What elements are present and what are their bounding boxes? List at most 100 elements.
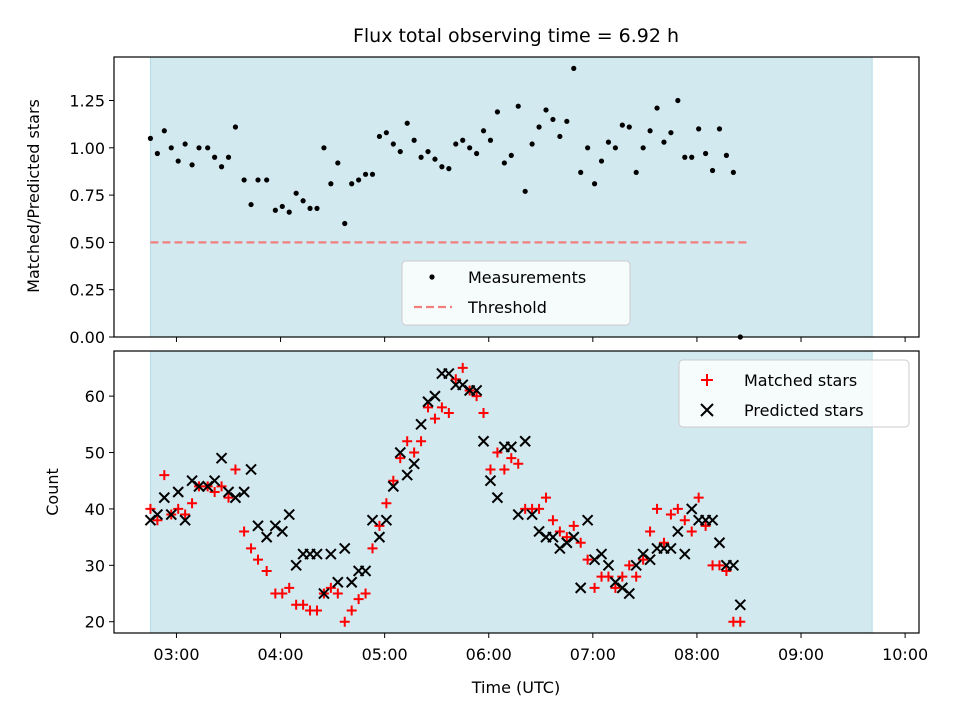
measurement-point (668, 130, 674, 136)
measurement-point (654, 105, 660, 111)
top-plot-area: 0.00 0.25 0.50 0.75 1.00 1.25 (69, 56, 920, 347)
measurement-point (383, 130, 389, 136)
measurement-point (432, 156, 438, 162)
top-y-tick-label: 1.00 (69, 139, 105, 158)
matched-star-point (311, 605, 322, 616)
matched-star-point (665, 509, 676, 520)
matched-star-point (261, 565, 272, 576)
matched-star-point (277, 588, 288, 599)
matched-star-point (252, 554, 263, 565)
measurement-point (418, 154, 424, 160)
x-tick-label: 03:00 (153, 645, 199, 664)
measurement-point (314, 205, 320, 211)
matched-star-point (409, 447, 420, 458)
predicted-star-point (519, 435, 531, 447)
predicted-star-point (443, 367, 455, 380)
measurement-point (279, 203, 285, 210)
measurement-point (321, 145, 327, 151)
predicted-star-point (713, 537, 726, 549)
predicted-star-point (311, 548, 323, 560)
chart-title: Flux total observing time = 6.92 h (353, 25, 679, 47)
measurements-legend-label: Measurements (468, 268, 586, 287)
predicted-star-point (644, 553, 656, 566)
top-panel: Flux total observing time = 6.92 h 0.000… (24, 25, 920, 347)
x-tick-label: 05:00 (362, 645, 408, 664)
predicted-star-point (252, 520, 264, 532)
measurement-point (411, 137, 417, 143)
x-tick-label: 07:00 (570, 645, 616, 664)
measurement-point (619, 122, 625, 128)
predicted-star-point (325, 548, 337, 560)
matched-star-point (478, 408, 489, 419)
matched-star-point (239, 526, 250, 537)
measurement-point (647, 128, 653, 134)
matched-star-point (672, 503, 683, 514)
measurement-point (557, 133, 563, 140)
measurement-point (571, 65, 577, 71)
predicted-star-point (526, 508, 538, 521)
matched-legend-label: Matched stars (744, 371, 857, 390)
predicted-star-point (359, 565, 372, 577)
matched-star-point (638, 554, 649, 565)
x-axis-label: Time (UTC) (471, 678, 560, 697)
measurement-point (300, 198, 306, 204)
measurement-point (703, 150, 709, 157)
predicted-star-point (602, 559, 615, 572)
measurement-point (439, 164, 445, 170)
measurement-point (723, 152, 730, 158)
x-tick-label: 08:00 (674, 645, 720, 664)
matched-star-point (325, 582, 336, 593)
matched-star-point (298, 599, 309, 610)
top-y-tick-label: 1.25 (69, 92, 105, 111)
predicted-star-point (568, 531, 580, 543)
measurement-point (425, 148, 431, 155)
matched-star-point (721, 565, 732, 576)
measurement-point (480, 128, 487, 134)
matched-star-point (547, 515, 558, 526)
measurement-point (342, 220, 348, 227)
measurement-point (661, 139, 667, 145)
matched-star-point (152, 515, 163, 526)
predicted-star-point (477, 435, 490, 447)
matched-star-point (631, 571, 642, 582)
matched-star-point (540, 492, 551, 503)
matched-star-point (339, 616, 350, 627)
measurement-point (175, 158, 181, 164)
predicted-star-point (491, 491, 504, 504)
matched-star-point (610, 582, 621, 593)
predicted-star-point (179, 514, 191, 526)
top-y-tick-label: 0.50 (69, 233, 105, 252)
matched-star-point (735, 616, 746, 627)
measurement-point (390, 141, 396, 147)
measurement-point (730, 169, 736, 176)
predicted-star-point (623, 587, 635, 600)
measurement-point (501, 160, 507, 166)
predicted-star-point (165, 508, 177, 521)
predicted-star-point (172, 486, 184, 498)
measurement-point (612, 145, 618, 151)
measurement-point (605, 139, 612, 145)
matched-star-point (436, 402, 447, 413)
measurement-point (376, 133, 383, 140)
top-y-tick-label: 0.75 (69, 186, 105, 205)
predicted-star-point (727, 559, 740, 572)
bottom-y-tick-label: 60 (85, 387, 105, 406)
top-y-axis-label: Matched/Predicted stars (24, 99, 43, 293)
measurement-point (182, 141, 188, 147)
measurement-point (264, 177, 270, 183)
predicted-star-point (470, 384, 483, 397)
measurement-point (696, 126, 702, 132)
measurement-point (356, 177, 362, 183)
measurement-point (293, 190, 299, 196)
measurement-point (248, 201, 254, 208)
matched-star-point (582, 554, 593, 565)
measurement-point (453, 141, 459, 147)
measurement-point (272, 207, 278, 213)
measurement-point (404, 120, 410, 126)
measurement-point (522, 188, 528, 194)
predicted-star-point (283, 508, 295, 521)
matched-star-point (513, 458, 524, 469)
measurement-point (529, 141, 535, 147)
predicted-star-point (686, 503, 698, 515)
